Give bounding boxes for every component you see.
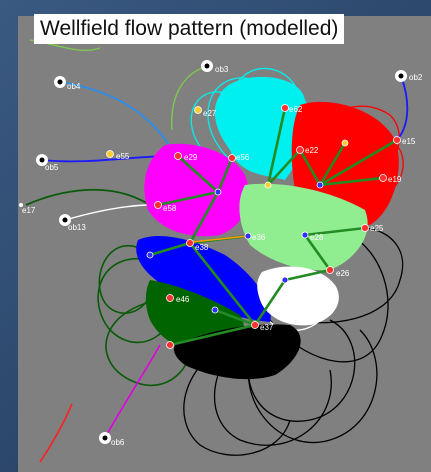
production-well: e25 xyxy=(361,224,384,233)
svg-text:e33: e33 xyxy=(290,278,304,287)
svg-text:ob2: ob2 xyxy=(409,73,423,82)
svg-text:e19: e19 xyxy=(388,175,402,184)
slide-title: Wellfield flow pattern (modelled) xyxy=(34,14,345,44)
svg-text:ob6: ob6 xyxy=(111,438,125,447)
zone-black xyxy=(173,324,301,380)
svg-text:e26: e26 xyxy=(336,269,350,278)
observation-well: ob4 xyxy=(54,76,81,91)
production-well: e22 xyxy=(296,146,319,155)
pipe-16 xyxy=(319,176,384,187)
pipe-14 xyxy=(318,142,347,186)
pipe-12 xyxy=(267,149,301,186)
production-wells: e62 e27 e29 e56 e55 e22 e15 e19 e58 e38 … xyxy=(19,104,416,332)
pipe-11 xyxy=(304,226,366,237)
pipe-orange xyxy=(191,235,249,243)
svg-text:e25: e25 xyxy=(370,224,384,233)
production-well: e29 xyxy=(174,152,198,162)
pipe-5 xyxy=(149,241,191,257)
svg-text:e62: e62 xyxy=(289,105,303,114)
svg-text:e17: e17 xyxy=(22,206,36,215)
pipe-3 xyxy=(157,190,219,207)
svg-text:e55: e55 xyxy=(116,152,130,161)
pipe-9 xyxy=(284,268,331,282)
production-well: e19 xyxy=(379,174,402,184)
production-well: e36 xyxy=(244,232,266,242)
production-well: e62 xyxy=(281,104,303,114)
production-well: e58 xyxy=(154,201,177,213)
pipe-18 xyxy=(169,323,256,347)
zone-cyan xyxy=(214,76,311,180)
connector-ob13 xyxy=(64,204,153,221)
svg-text:e22: e22 xyxy=(305,146,319,155)
production-well: e17 xyxy=(19,203,36,215)
svg-text:e46: e46 xyxy=(176,295,190,304)
streamline-green-3 xyxy=(98,244,151,314)
production-well: e27 xyxy=(194,106,217,118)
well-marker xyxy=(264,181,272,189)
pipe-17 xyxy=(298,149,322,186)
pipe-13 xyxy=(266,107,287,186)
well-marker xyxy=(146,251,154,259)
well-marker xyxy=(166,341,174,349)
pipe-6 xyxy=(188,242,257,326)
observation-well: ob6 xyxy=(99,432,125,447)
observation-wells: ob3 ob4 ob2 ob5 ob13 ob6 xyxy=(36,60,423,447)
svg-text:e56: e56 xyxy=(236,153,250,162)
production-well: e15 xyxy=(393,136,416,146)
observation-well: ob13 xyxy=(59,214,86,232)
production-well: e46 xyxy=(166,294,190,304)
production-well: e33 xyxy=(281,276,304,287)
svg-text:e15: e15 xyxy=(402,137,416,146)
svg-text:ob5: ob5 xyxy=(45,163,59,172)
pipe-4 xyxy=(188,191,220,244)
svg-text:ob3: ob3 xyxy=(215,65,229,74)
observation-well: ob5 xyxy=(36,154,59,172)
pipe-8 xyxy=(253,279,287,326)
connector-ob4 xyxy=(59,81,176,156)
well-marker xyxy=(214,188,222,196)
svg-text:e27: e27 xyxy=(203,109,217,118)
streamline-green-long xyxy=(25,188,151,206)
pipe-1 xyxy=(177,155,219,193)
well-marker xyxy=(341,139,349,147)
svg-text:e36: e36 xyxy=(252,233,266,242)
svg-text:ob4: ob4 xyxy=(67,82,81,91)
svg-text:e38: e38 xyxy=(195,243,209,252)
svg-text:e37: e37 xyxy=(260,323,274,332)
streamline-black-5 xyxy=(279,227,404,324)
observation-well: ob3 xyxy=(201,60,229,74)
production-well: e38 xyxy=(186,239,209,252)
pipe-2 xyxy=(216,157,234,193)
connector-ob6 xyxy=(104,344,161,439)
connector-ob3 xyxy=(171,65,208,131)
streamline-black-6 xyxy=(247,329,378,443)
production-well: e56 xyxy=(228,153,250,162)
pipe-7 xyxy=(214,308,256,327)
production-well: e55 xyxy=(106,150,130,161)
well-marker xyxy=(316,181,324,189)
connector-ob2 xyxy=(396,75,409,141)
production-well: e28 xyxy=(301,231,324,242)
zone-lightgreen xyxy=(239,183,368,271)
production-well: e26 xyxy=(326,266,350,278)
streamline-black-3 xyxy=(269,234,389,363)
pipe-15 xyxy=(319,138,398,187)
svg-text:e29: e29 xyxy=(184,153,198,162)
connector-red-bottom xyxy=(39,403,73,463)
zone-magenta xyxy=(144,143,249,237)
well-marker xyxy=(211,306,219,314)
svg-text:ob13: ob13 xyxy=(68,223,86,232)
pipe-10 xyxy=(303,234,332,271)
svg-text:e58: e58 xyxy=(163,204,177,213)
svg-text:e28: e28 xyxy=(310,233,324,242)
zone-white xyxy=(257,266,339,326)
observation-well: ob2 xyxy=(395,70,423,82)
production-well: e37 xyxy=(251,321,274,332)
